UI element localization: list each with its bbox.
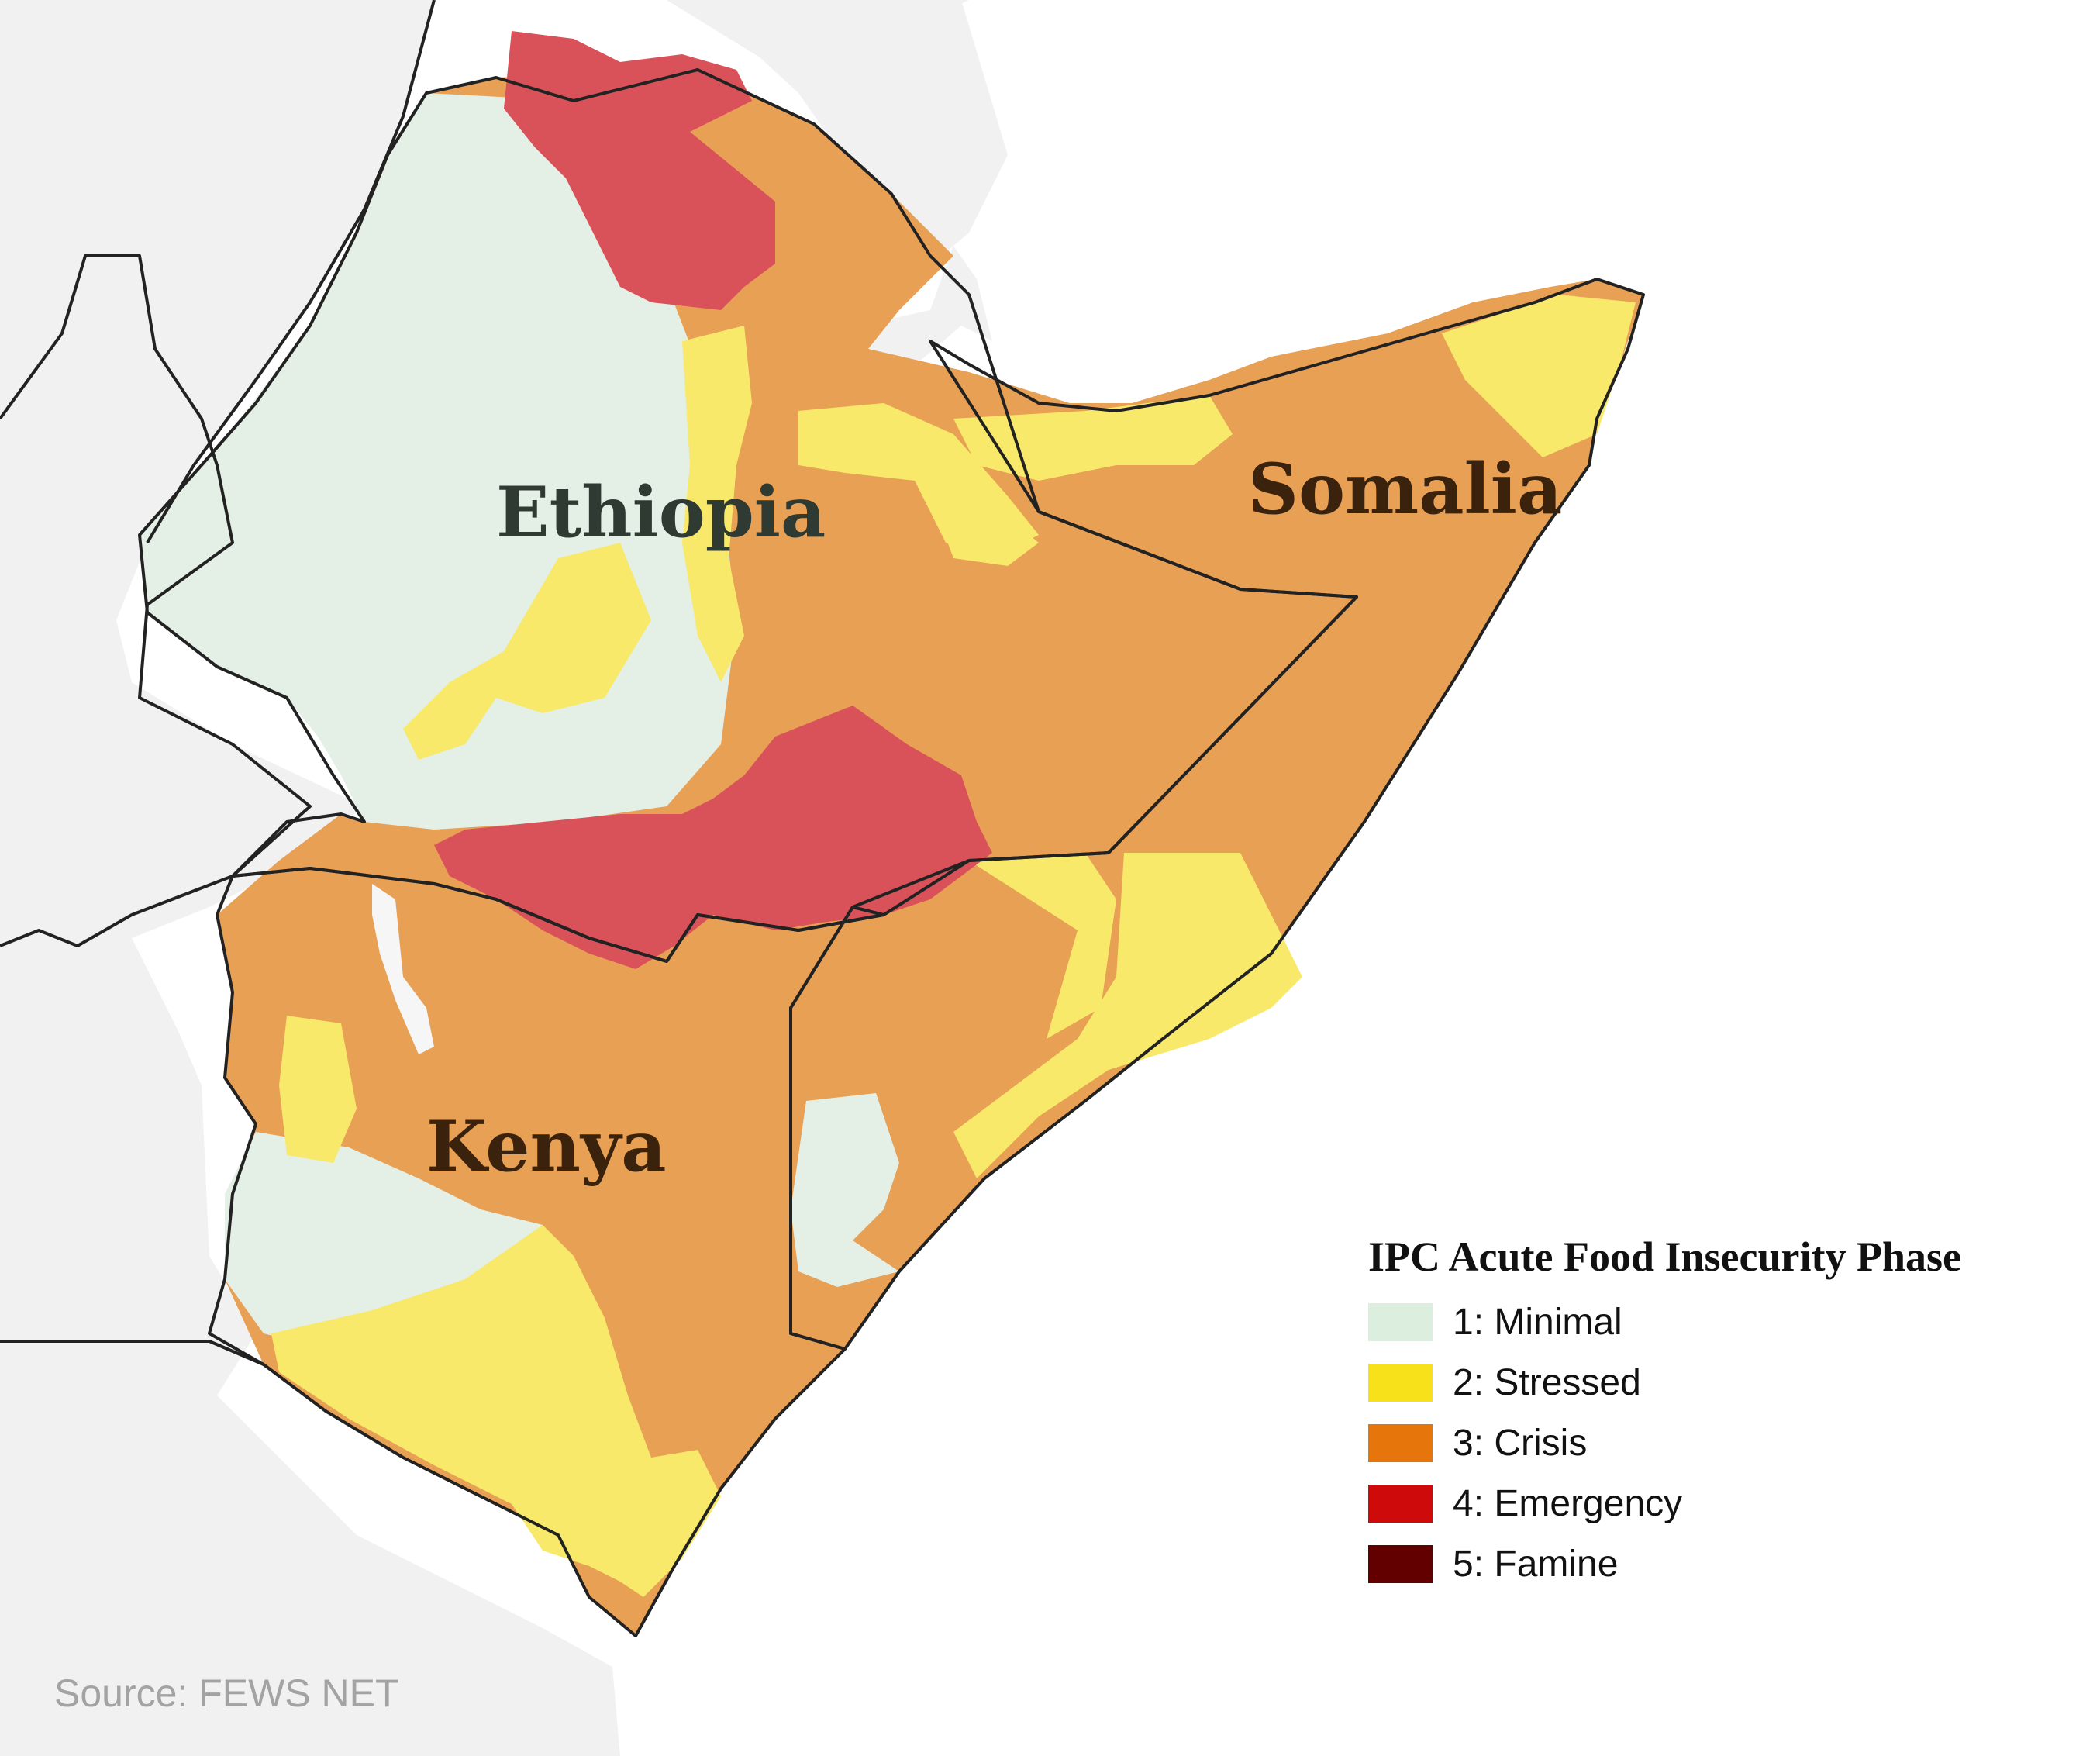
legend-label-minimal: 1: Minimal [1453, 1301, 1622, 1343]
ethiopia-stressed-2 [403, 543, 651, 760]
ethiopia-stressed-1 [682, 326, 752, 682]
legend-item-crisis: 3: Crisis [1368, 1413, 1961, 1473]
legend-label-crisis: 3: Crisis [1453, 1422, 1588, 1464]
kenya-stressed-west [279, 1016, 357, 1163]
legend-title: IPC Acute Food Insecurity Phase [1368, 1233, 1961, 1280]
ethiopia-stressed-4 [930, 496, 1039, 566]
kenya-label: Kenya [426, 1106, 667, 1188]
ethiopia-label: Ethiopia [496, 471, 826, 554]
legend-swatch-stressed [1368, 1363, 1433, 1402]
legend-swatch-emergency [1368, 1484, 1433, 1523]
source-credit: Source: FEWS NET [54, 1671, 399, 1715]
somalia-border [789, 278, 1645, 1351]
legend-swatch-minimal [1368, 1302, 1433, 1341]
legend-item-emergency: 4: Emergency [1368, 1473, 1961, 1533]
legend-label-famine: 5: Famine [1453, 1543, 1619, 1585]
kenya-east-minimal [791, 1093, 899, 1287]
somalia-stressed-strip [969, 853, 1116, 1039]
kenya-stressed-south [271, 1225, 721, 1597]
uganda-tanzania-border [0, 1340, 264, 1366]
somalia-label: Somalia [1248, 448, 1562, 530]
neighbour-land-yemen [698, 0, 1008, 295]
ethiopia-emergency-south [434, 706, 992, 969]
legend-swatch-famine [1368, 1544, 1433, 1583]
somalia-stressed-northeast [1442, 295, 1636, 457]
south-sudan-uganda-border [0, 254, 312, 947]
neighbour-land-west [0, 0, 620, 1756]
legend-item-famine: 5: Famine [1368, 1533, 1961, 1594]
kenya-border [208, 867, 885, 1637]
legend-label-stressed: 2: Stressed [1453, 1361, 1641, 1403]
legend-label-emergency: 4: Emergency [1453, 1482, 1683, 1524]
legend-swatch-crisis [1368, 1423, 1433, 1462]
lake-turkana [372, 884, 434, 1054]
sudan-southsudan-border [146, 0, 436, 544]
legend: IPC Acute Food Insecurity Phase 1: Minim… [1368, 1233, 1961, 1594]
country-borders [0, 0, 1645, 1637]
legend-item-stressed: 2: Stressed [1368, 1352, 1961, 1413]
somalia-stressed-south [953, 853, 1302, 1178]
legend-item-minimal: 1: Minimal [1368, 1292, 1961, 1352]
